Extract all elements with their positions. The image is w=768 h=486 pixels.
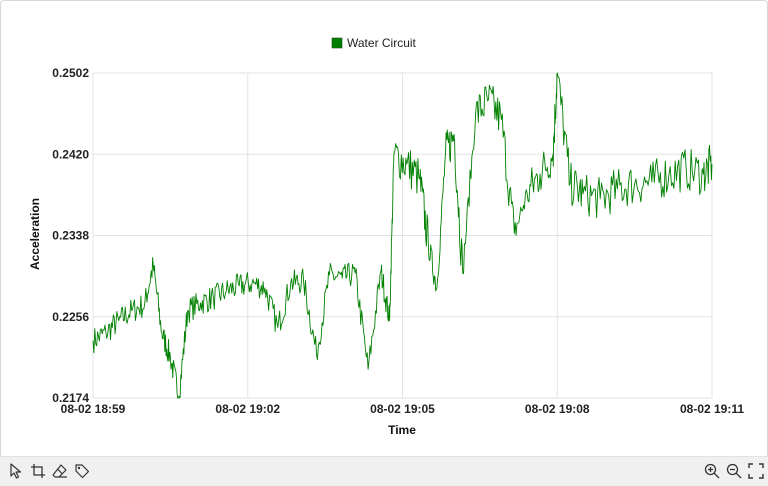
legend-label: Water Circuit xyxy=(347,36,417,50)
eraser-icon[interactable] xyxy=(52,463,68,479)
x-tick-label: 08-02 19:05 xyxy=(370,402,435,416)
zoom-out-icon[interactable] xyxy=(726,463,742,479)
y-axis-label: Acceleration xyxy=(28,198,42,270)
fullscreen-icon[interactable] xyxy=(748,463,764,479)
tag-icon[interactable] xyxy=(74,463,90,479)
zoom-in-icon[interactable] xyxy=(704,463,720,479)
x-tick-label: 08-02 19:08 xyxy=(525,402,590,416)
x-tick-label: 08-02 18:59 xyxy=(61,402,126,416)
y-tick-labels: 0.2502 0.2420 0.2338 0.2256 0.2174 xyxy=(52,66,89,405)
gridlines xyxy=(92,72,713,399)
y-tick-label: 0.2174 xyxy=(52,391,89,405)
series-line-water-circuit xyxy=(92,72,713,399)
crop-icon[interactable] xyxy=(30,463,46,479)
y-tick-label: 0.2502 xyxy=(52,66,89,80)
chart-toolbar xyxy=(0,456,768,486)
legend[interactable]: Water Circuit xyxy=(331,36,417,50)
chart-svg: 0.2502 0.2420 0.2338 0.2256 0.2174 08-02 18:… xyxy=(28,36,745,437)
x-axis-label: Time xyxy=(388,423,416,437)
x-tick-label: 08-02 19:02 xyxy=(215,402,280,416)
legend-swatch xyxy=(331,37,343,49)
x-tick-labels: 08-02 18:59 08-02 19:02 08-02 19:05 08-02 1… xyxy=(61,402,745,416)
pointer-icon[interactable] xyxy=(8,463,24,479)
x-tick-label: 08-02 19:11 xyxy=(680,402,744,416)
y-tick-label: 0.2338 xyxy=(52,229,89,243)
y-tick-label: 0.2256 xyxy=(52,310,89,324)
y-tick-label: 0.2420 xyxy=(52,147,89,161)
